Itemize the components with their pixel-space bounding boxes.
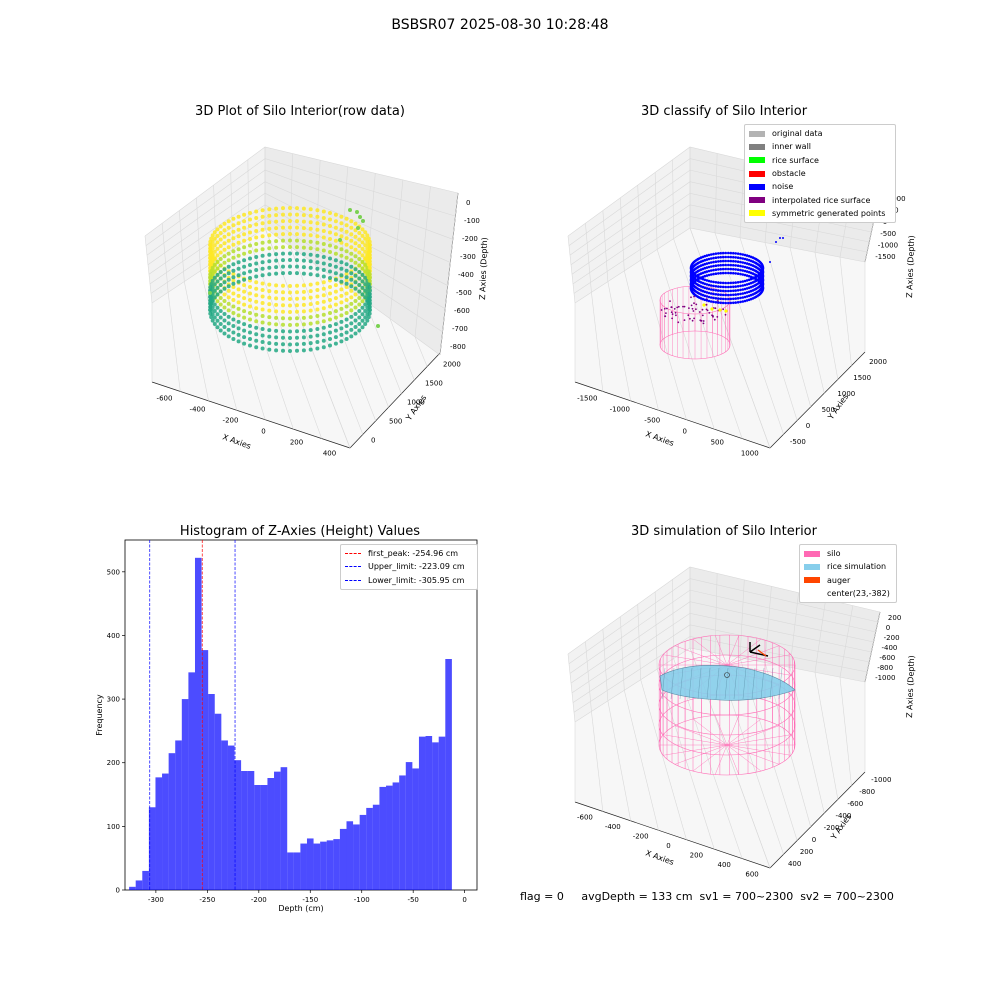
p4-x-tick: 400 <box>718 861 731 869</box>
p4-z-tick: -1000 <box>875 674 895 682</box>
p4-legend-swatch <box>804 577 820 583</box>
p4-x-tick: -600 <box>577 814 593 822</box>
p4-legend-label: center(23,-382) <box>827 589 890 598</box>
p4-x-tick: 600 <box>745 870 758 878</box>
p4-y-tick: 0 <box>812 836 816 844</box>
p4-legend-swatch <box>804 591 820 597</box>
p4-legend-item: center(23,-382) <box>804 587 892 600</box>
status-line: flag = 0 avgDepth = 133 cm sv1 = 700~230… <box>520 890 894 903</box>
panel4-legend: silo rice simulation auger center(23,-382) <box>799 544 897 603</box>
panel4-xlabel: X Axies <box>644 848 675 867</box>
p4-x-tick: 200 <box>690 851 703 859</box>
p4-z-tick: -400 <box>882 644 898 652</box>
p4-y-tick: -800 <box>859 788 875 796</box>
p4-legend-label: auger <box>827 576 850 585</box>
p4-z-tick: -200 <box>884 634 900 642</box>
p4-x-tick: 0 <box>666 842 670 850</box>
p4-legend-swatch <box>804 551 820 557</box>
p4-legend-label: rice simulation <box>827 562 886 571</box>
p4-z-tick: -600 <box>879 654 895 662</box>
panel4-zlabel: Z Axies (Depth) <box>905 655 916 718</box>
p4-z-tick: 0 <box>886 624 890 632</box>
p4-y-tick: 200 <box>800 848 813 856</box>
p4-y-tick: 400 <box>788 860 801 868</box>
p4-legend-item: auger <box>804 574 892 587</box>
p4-y-tick: -1000 <box>871 776 891 784</box>
p4-x-tick: -400 <box>605 823 621 831</box>
p4-z-tick: 200 <box>888 614 901 622</box>
p4-legend-item: silo <box>804 547 892 560</box>
p4-z-tick: -800 <box>877 664 893 672</box>
p4-legend-swatch <box>804 564 820 570</box>
p4-x-tick: -200 <box>633 833 649 841</box>
p4-y-tick: -600 <box>847 800 863 808</box>
p4-legend-label: silo <box>827 549 841 558</box>
p4-legend-item: rice simulation <box>804 560 892 573</box>
